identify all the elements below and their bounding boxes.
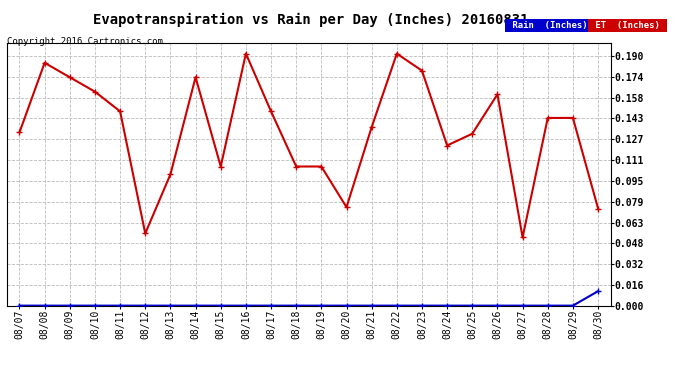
- Text: Copyright 2016 Cartronics.com: Copyright 2016 Cartronics.com: [7, 38, 163, 46]
- Text: ET  (Inches): ET (Inches): [590, 21, 665, 30]
- Text: Evapotranspiration vs Rain per Day (Inches) 20160831: Evapotranspiration vs Rain per Day (Inch…: [92, 13, 529, 27]
- Text: Rain  (Inches): Rain (Inches): [507, 21, 593, 30]
